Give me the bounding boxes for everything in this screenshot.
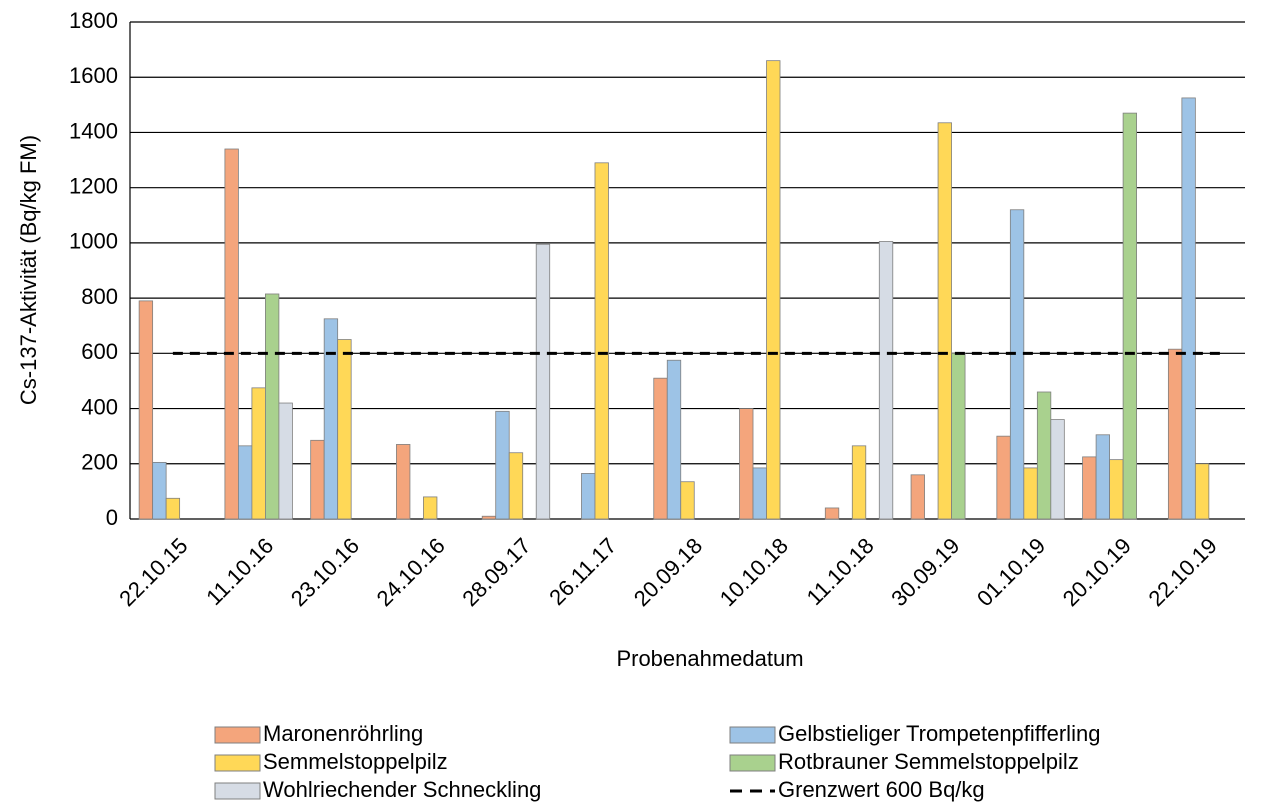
y-tick-label: 1200 [69,173,118,198]
bar [138,300,154,520]
x-tick-label: 10.10.18 [715,533,793,611]
legend-label: Gelbstieliger Trompetenpfifferling [778,721,1100,746]
bar [423,496,438,520]
bar [1194,463,1210,520]
x-tick-label: 30.09.19 [886,533,964,611]
bar [937,122,952,520]
x-tick-label: 22.10.15 [114,533,192,611]
y-axis-title: Cs-137-Aktivität (Bq/kg FM) [16,135,41,405]
bar [337,339,352,520]
bar [1036,391,1052,520]
bar [653,377,668,520]
bar [323,318,339,520]
bar [278,402,293,520]
bar [996,435,1011,520]
bar [951,352,966,520]
bar [878,241,894,520]
bar [594,162,609,520]
bar [1095,434,1110,520]
bar [824,507,840,520]
y-tick-label: 200 [81,450,118,475]
bar [251,387,266,520]
y-tick-label: 1600 [69,63,118,88]
y-tick-label: 1800 [69,8,118,33]
bar [152,461,167,520]
bar [1109,459,1124,520]
y-tick-label: 800 [81,284,118,309]
bar [752,467,767,520]
x-tick-label: 20.10.19 [1058,533,1136,611]
legend-label: Wohlriechender Schneckling [263,777,541,802]
bar [1023,467,1038,520]
x-tick-label: 24.10.16 [372,533,450,611]
x-tick-label: 20.09.18 [629,533,707,611]
bar [1082,456,1097,520]
bar [581,473,596,520]
bar [310,439,325,520]
legend-label: Rotbrauner Semmelstoppelpilz [778,749,1079,774]
legend-swatch [214,726,261,744]
y-tick-label: 400 [81,394,118,419]
bar [165,497,181,520]
legend-label: Semmelstoppelpilz [263,749,448,774]
y-tick-label: 1400 [69,118,118,143]
bar [851,445,867,520]
bar [224,148,239,520]
bar [495,410,510,520]
legend-swatch [214,754,261,772]
bar [535,243,551,520]
x-tick-label: 28.09.17 [457,533,535,611]
bar [481,515,497,520]
bar [265,293,280,520]
legend-swatch [729,726,776,744]
bar [1167,348,1183,520]
bar [766,60,781,520]
bar [508,452,524,520]
legend-swatch [729,754,776,772]
x-tick-label: 11.10.18 [802,533,879,610]
bar [680,481,695,520]
x-tick-label: 26.11.17 [544,533,621,610]
legend-label: Maronenröhrling [263,721,423,746]
bar [1122,112,1137,520]
y-tick-label: 600 [81,339,118,364]
y-tick-label: 1000 [69,229,118,254]
x-tick-label: 11.10.16 [201,533,278,610]
x-tick-label: 01.10.19 [972,533,1050,611]
x-axis-title: Probenahmedatum [616,646,803,671]
bar [1181,97,1196,520]
x-tick-label: 22.10.19 [1144,533,1222,611]
y-tick-label: 0 [106,505,118,530]
legend-swatch [214,782,261,800]
bar [910,474,925,520]
bar [1050,419,1065,520]
bar [1009,209,1025,520]
bar [739,408,754,520]
bar [666,359,682,520]
bar [238,445,253,520]
legend-label: Grenzwert 600 Bq/kg [778,777,985,802]
bar [396,444,411,520]
x-tick-label: 23.10.16 [286,533,364,611]
